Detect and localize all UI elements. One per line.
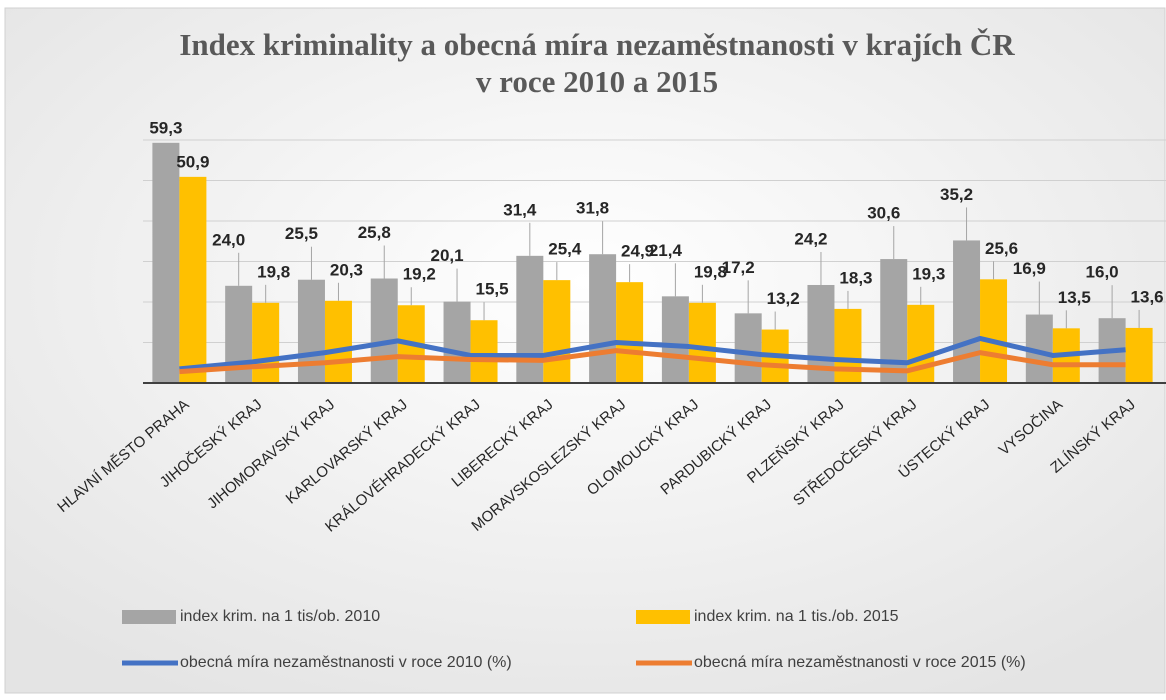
chart-title: Index kriminality a obecná míra nezaměst… — [179, 27, 1015, 62]
bar — [324, 300, 352, 383]
value-label: 24,2 — [794, 229, 827, 248]
value-label: 18,3 — [839, 268, 872, 287]
value-label: 17,2 — [722, 258, 755, 277]
line-series — [179, 348, 1126, 375]
value-label: 35,2 — [940, 185, 973, 204]
bar — [516, 255, 544, 383]
value-label: 20,3 — [330, 260, 363, 279]
bar — [980, 279, 1008, 383]
value-label: 13,2 — [767, 289, 800, 308]
bar — [953, 240, 981, 383]
value-label: 24,0 — [212, 230, 245, 249]
bar — [179, 176, 207, 383]
bar — [443, 301, 471, 383]
value-label: 19,3 — [912, 264, 945, 283]
legend-swatch — [636, 610, 690, 624]
value-label: 20,1 — [430, 246, 463, 265]
bar — [589, 254, 617, 383]
value-label: 16,0 — [1086, 263, 1119, 282]
bar — [470, 320, 498, 383]
bar — [370, 278, 398, 383]
value-label: 21,4 — [649, 241, 683, 260]
bar — [252, 302, 280, 383]
value-label: 13,6 — [1131, 287, 1164, 306]
legend-label: index krim. na 1 tis/ob. 2010 — [180, 608, 380, 625]
value-label: 19,8 — [257, 262, 290, 281]
legend-label: index krim. na 1 tis./ob. 2015 — [694, 608, 899, 625]
value-label: 16,9 — [1013, 259, 1046, 278]
bar — [616, 282, 644, 383]
value-label: 15,5 — [475, 280, 508, 299]
value-label: 59,3 — [149, 118, 182, 137]
bar — [1125, 327, 1153, 383]
bar — [152, 142, 180, 383]
value-label: 50,9 — [176, 152, 209, 171]
bar — [297, 279, 325, 383]
value-label: 30,6 — [867, 204, 900, 223]
value-label: 25,8 — [358, 223, 391, 242]
value-label: 19,2 — [403, 265, 436, 284]
value-label: 19,8 — [694, 262, 727, 281]
value-label: 31,8 — [576, 199, 609, 218]
value-label: 25,5 — [285, 224, 318, 243]
bar — [543, 280, 571, 383]
value-label: 31,4 — [503, 200, 537, 219]
bar — [734, 313, 762, 383]
legend-label: obecná míra nezaměstnanosti v roce 2010 … — [180, 654, 512, 671]
value-label: 24,9 — [621, 242, 654, 261]
legend-label: obecná míra nezaměstnanosti v roce 2015 … — [694, 654, 1026, 671]
value-label: 25,4 — [548, 240, 582, 259]
line-series — [179, 335, 1126, 372]
bar — [688, 302, 716, 383]
legend-swatch — [122, 610, 176, 624]
value-label: 13,5 — [1058, 288, 1091, 307]
bar — [661, 296, 689, 383]
value-label: 25,6 — [985, 239, 1018, 258]
chart-title: v roce 2010 a 2015 — [476, 64, 718, 99]
